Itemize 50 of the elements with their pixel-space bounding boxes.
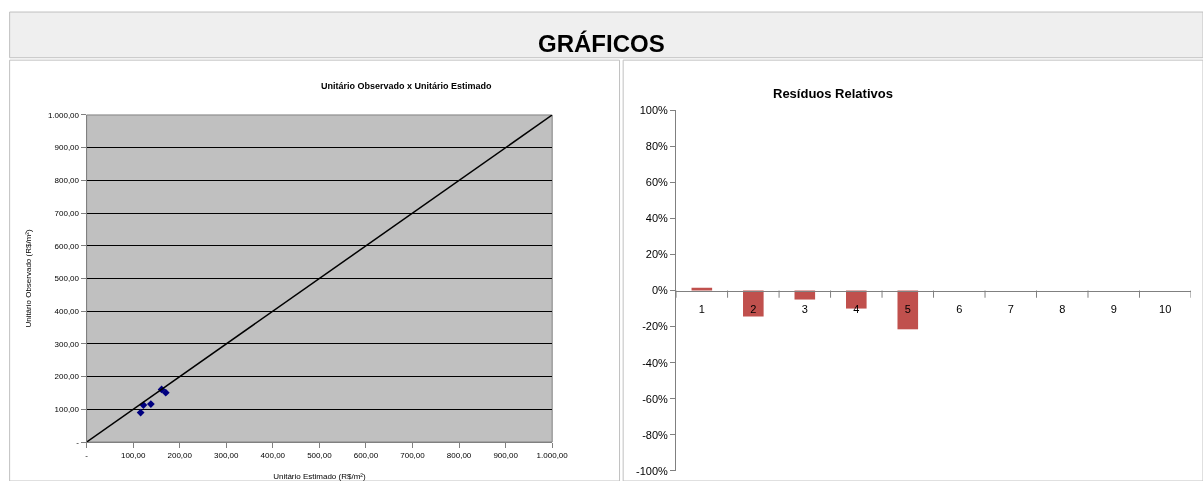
chart-title: Resíduos Relativos [773, 86, 893, 101]
y-tick-label: 60% [645, 176, 669, 189]
x-tick-label: 600,00 [353, 450, 379, 460]
x-tick-label: 3 [801, 302, 808, 315]
y-tick-label: 40% [645, 212, 669, 225]
y-tick-label: 900,00 [54, 143, 80, 153]
chart-title: Unitário Observado x Unitário Estimado [321, 81, 493, 91]
y-tick-label: 100,00 [54, 405, 80, 415]
x-tick-label: 10 [1159, 302, 1172, 315]
y-tick-label: 80% [645, 140, 669, 153]
y-tick-label: 1.000,00 [47, 110, 80, 120]
y-tick-label: -20% [642, 320, 669, 333]
x-tick-label: 200,00 [167, 450, 193, 460]
x-tick-label: 2 [750, 302, 757, 315]
x-axis-title: Unitário Estimado (R$/m²) [273, 472, 366, 481]
x-tick-label: 500,00 [307, 450, 333, 460]
y-tick-label: 600,00 [54, 241, 80, 251]
y-tick-label: 500,00 [54, 274, 80, 284]
y-tick-label: 300,00 [54, 339, 80, 349]
y-tick-label: -40% [642, 356, 669, 369]
y-tick-label: 200,00 [54, 372, 80, 382]
x-tick-label: 4 [853, 302, 860, 315]
x-tick-label: 6 [956, 302, 963, 315]
y-tick-label: 700,00 [54, 208, 80, 218]
x-tick-label: 800,00 [446, 450, 472, 460]
y-tick-label: 800,00 [54, 176, 80, 186]
x-tick-label: 900,00 [493, 450, 519, 460]
y-tick-label: 100% [639, 104, 669, 116]
y-tick-label: -80% [642, 428, 669, 441]
x-tick-label: - [85, 450, 89, 460]
y-axis-title: Unitário Observado (R$/m²) [23, 229, 33, 328]
y-tick-label: -100% [636, 464, 669, 477]
point [136, 408, 145, 417]
x-tick-label: 8 [1059, 302, 1066, 315]
point [161, 388, 170, 397]
x-tick-label: 7 [1007, 302, 1014, 315]
y-tick-label: 0% [651, 284, 669, 297]
y-tick-label: - [76, 437, 80, 447]
x-tick-label: 5 [904, 302, 911, 315]
x-tick-label: 300,00 [214, 450, 240, 460]
x-tick-label: 9 [1110, 302, 1117, 315]
x-tick-label: 700,00 [400, 450, 426, 460]
x-tick-label: 1.000,00 [536, 450, 569, 460]
y-tick-label: 20% [645, 248, 669, 261]
x-tick-label: 100,00 [120, 450, 146, 460]
y-tick-label: -60% [642, 392, 669, 405]
text: GRÁFICOS [538, 30, 665, 57]
point [146, 400, 155, 408]
x-tick-label: 1 [698, 302, 705, 315]
x-tick-label: 400,00 [260, 450, 286, 460]
